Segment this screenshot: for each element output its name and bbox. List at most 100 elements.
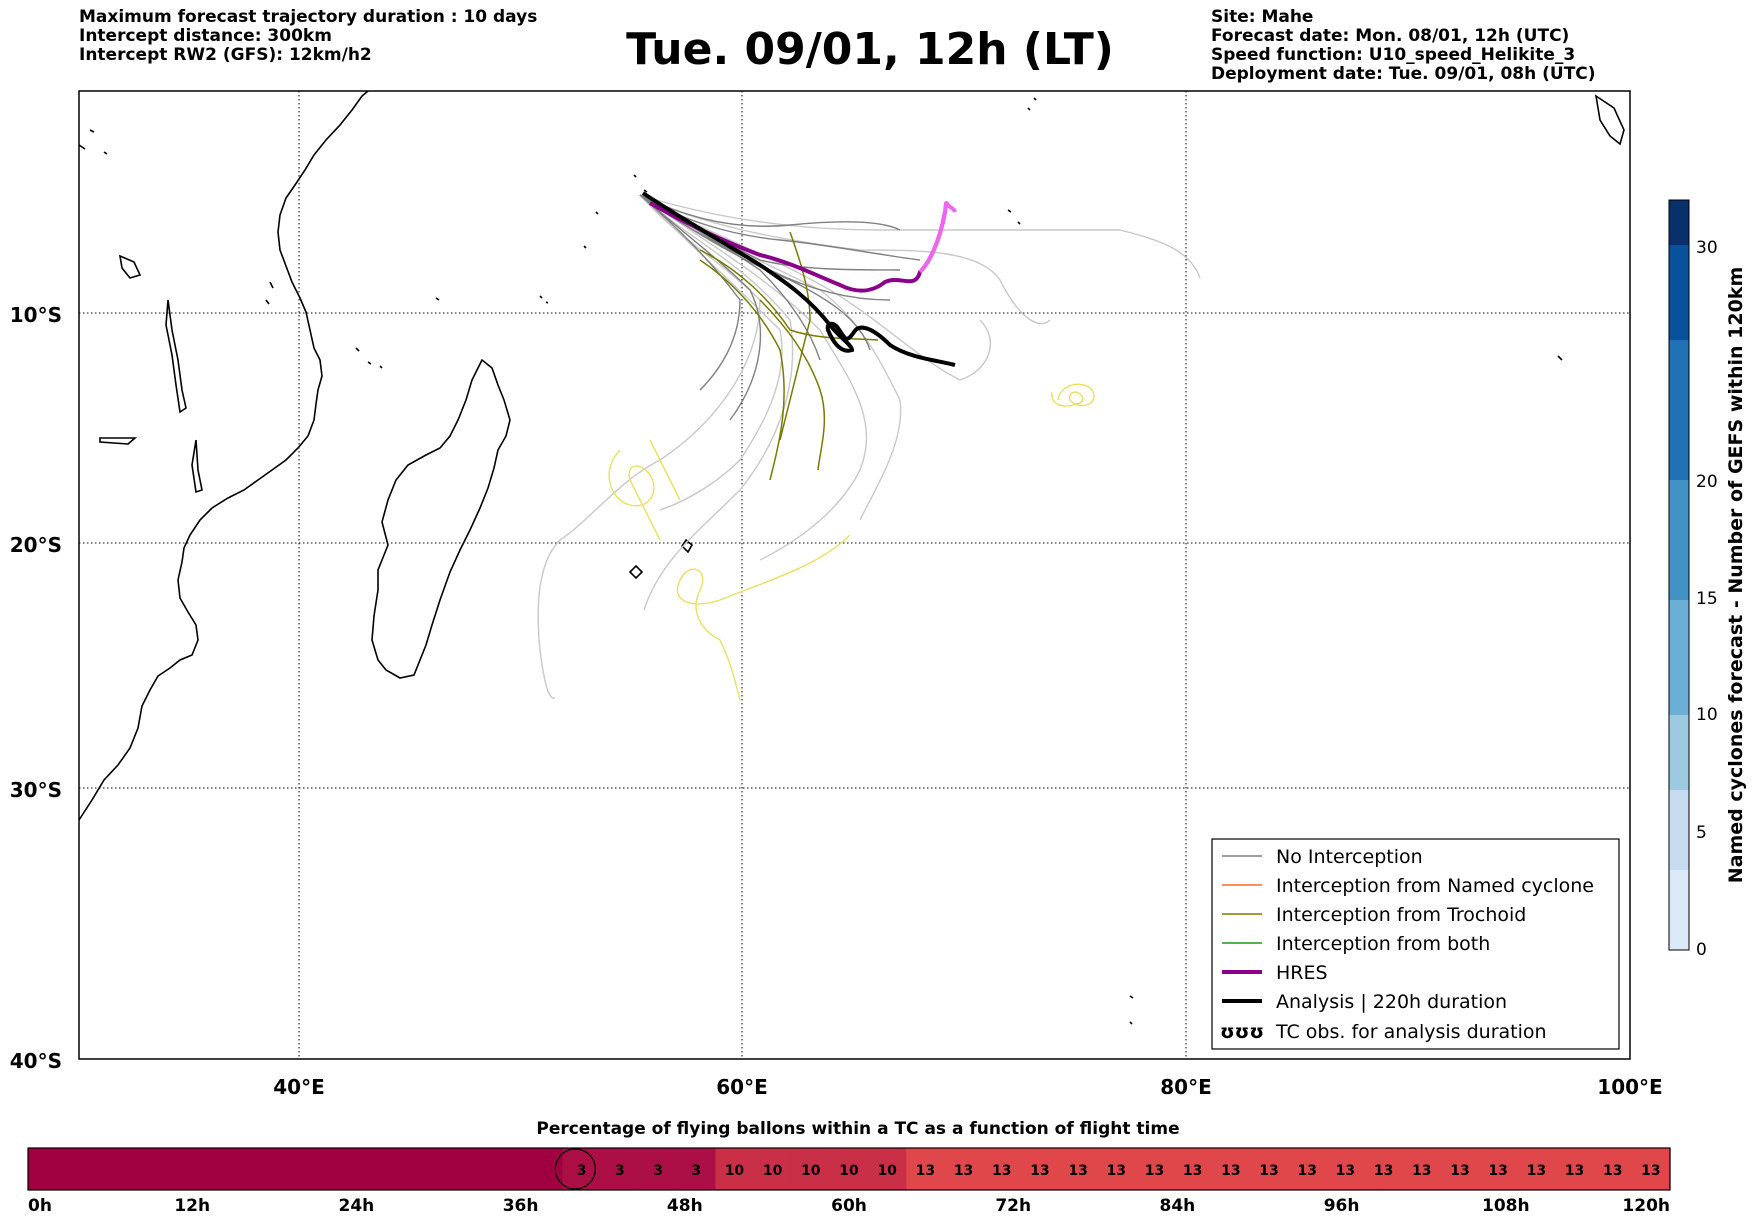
legend-box — [1211, 838, 1620, 1050]
lake-victoria — [118, 254, 142, 279]
chagos — [1007, 209, 1021, 225]
legend: No Interception Interception from Named … — [1211, 838, 1620, 1050]
timebar-frame — [27, 1147, 1671, 1191]
timebar-segment — [677, 1148, 716, 1190]
ensemble-track — [639, 194, 901, 231]
socotra-region — [78, 129, 108, 155]
timebar-segment — [1020, 1148, 1060, 1190]
timebar-value-label: 13 — [1107, 1163, 1126, 1179]
timebar-segment — [142, 1148, 182, 1190]
timebar-value-label: 10 — [725, 1163, 745, 1179]
timebar-segment — [1249, 1148, 1289, 1190]
timebar-value-label: 13 — [1183, 1163, 1202, 1179]
setting-duration: Maximum forecast trajectory duration : 1… — [79, 7, 538, 27]
madagascar — [371, 358, 511, 679]
timebar-value-label: 13 — [1336, 1163, 1355, 1179]
timebar-segment — [1631, 1148, 1671, 1190]
timebar-segment — [1555, 1148, 1595, 1190]
timebar-value-label: 13 — [1488, 1163, 1507, 1179]
timebar-segment — [600, 1148, 640, 1190]
tc-obs-track — [676, 534, 851, 701]
colorbar-band — [1669, 200, 1689, 245]
colorbar-band — [1669, 715, 1689, 790]
timebar-segment — [486, 1148, 526, 1190]
colorbar-frame — [1668, 199, 1690, 951]
lon-label: 100°E — [1597, 1075, 1662, 1099]
timebar-value-label: 13 — [1030, 1163, 1049, 1179]
lat-label: 30°S — [10, 778, 62, 802]
light-track — [537, 194, 761, 699]
timebar-tick-label: 96h — [1324, 1196, 1360, 1216]
colorbar-tick-label: 0 — [1696, 940, 1707, 960]
sri-lanka-tip — [1594, 94, 1625, 146]
timebar-segment — [1593, 1148, 1633, 1190]
map-title: Tue. 09/01, 12h (LT) — [626, 24, 1114, 75]
timebar-segment — [524, 1148, 564, 1190]
timebar-segment — [1517, 1148, 1557, 1190]
tc-obs-track — [608, 449, 661, 541]
timebar-value-label: 3 — [577, 1163, 587, 1179]
ensemble-track — [639, 194, 871, 351]
tc-obs-track — [649, 439, 681, 501]
timebar-segment — [638, 1148, 678, 1190]
timebar-segment — [753, 1148, 793, 1190]
timebar-value-label: 13 — [1527, 1163, 1546, 1179]
lake-malawi — [191, 439, 203, 494]
lon-label: 40°E — [273, 1075, 325, 1099]
lat-label: 40°S — [10, 1049, 62, 1073]
timebar-value-label: 10 — [839, 1163, 859, 1179]
info-deployment-date: Deployment date: Tue. 09/01, 08h (UTC) — [1211, 64, 1596, 84]
colorbar-band — [1669, 340, 1689, 480]
timebar-value-label: 10 — [763, 1163, 783, 1179]
timebar-tick-label: 12h — [174, 1196, 210, 1216]
timebar-value-label: 13 — [1603, 1163, 1622, 1179]
timebar-segment — [66, 1148, 105, 1190]
timebar-value-label: 13 — [992, 1163, 1011, 1179]
timebar-value-label: 10 — [801, 1163, 821, 1179]
setting-intercept-rw2: Intercept RW2 (GFS): 12km/h2 — [79, 45, 372, 65]
timebar-tick-label: 60h — [831, 1196, 867, 1216]
timebar-value-label: 3 — [615, 1163, 625, 1179]
timebar-segment — [1288, 1148, 1327, 1190]
lon-label: 80°E — [1160, 1075, 1212, 1099]
flight-time-bar: Percentage of flying ballons within a TC… — [27, 1119, 1671, 1216]
colorbar-band — [1669, 600, 1689, 715]
light-track — [639, 194, 1051, 325]
timebar-segment — [868, 1148, 907, 1190]
timebar-value-label: 13 — [1221, 1163, 1240, 1179]
legend-label: TC obs. for analysis duration — [1275, 1021, 1547, 1043]
hres-track-late — [918, 201, 957, 274]
ensemble-track — [639, 194, 741, 391]
colorbar-band — [1669, 245, 1689, 340]
ensemble-track — [639, 194, 762, 421]
colorbar-tick-label: 30 — [1696, 238, 1718, 258]
legend-label: No Interception — [1276, 846, 1423, 868]
timebar-value-label: 13 — [1565, 1163, 1584, 1179]
comoros — [355, 347, 383, 369]
timebar-tick-label: 120h — [1622, 1196, 1670, 1216]
timebar-segment — [371, 1148, 411, 1190]
timebar-value-label: 13 — [954, 1163, 973, 1179]
timebar-segment — [1173, 1148, 1213, 1190]
timebar-tick-label: 84h — [1160, 1196, 1196, 1216]
timebar-segment — [1364, 1148, 1404, 1190]
colorbar-band — [1669, 790, 1689, 870]
tc-obs-track — [1051, 383, 1095, 407]
timebar-value-label: 10 — [877, 1163, 897, 1179]
timebar-value-label: 13 — [1145, 1163, 1164, 1179]
timebar-segment — [333, 1148, 373, 1190]
timebar-segment — [180, 1148, 220, 1190]
mascarenes-mauritius — [680, 538, 694, 554]
colorbar-band — [1669, 480, 1689, 600]
timebar-value-label: 13 — [916, 1163, 935, 1179]
timebar-segment — [715, 1148, 755, 1190]
timebar-segment — [28, 1148, 67, 1190]
info-site: Site: Mahe — [1211, 7, 1314, 27]
timebar-value-label: 13 — [1297, 1163, 1316, 1179]
light-track — [639, 194, 1201, 279]
light-track — [639, 194, 794, 611]
timebar-segment — [257, 1148, 296, 1190]
lat-label: 10°S — [10, 303, 62, 327]
timebar-segment — [829, 1148, 869, 1190]
